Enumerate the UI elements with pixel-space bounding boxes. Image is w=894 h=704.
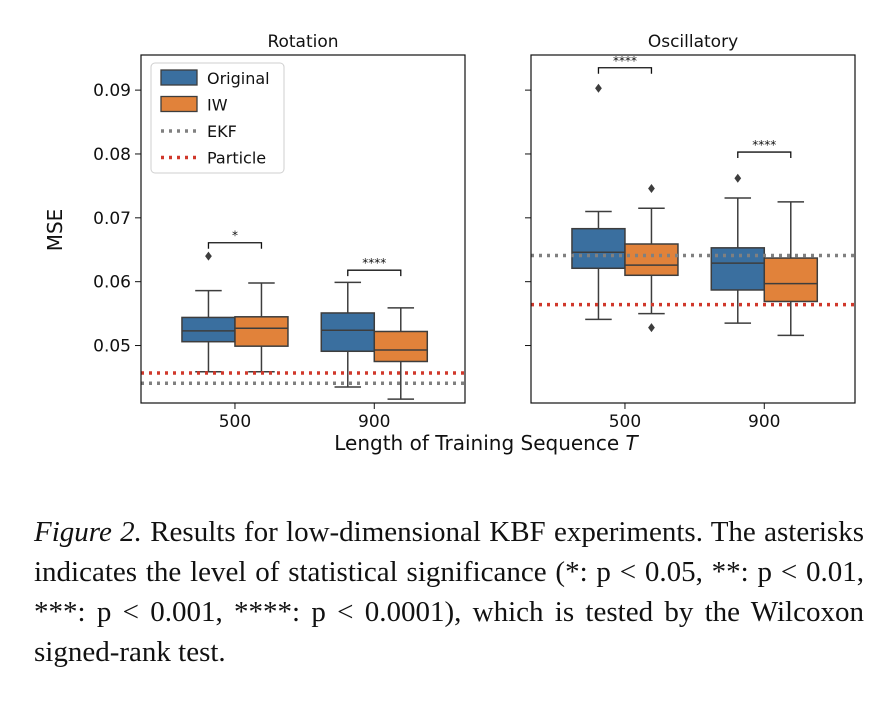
box-original-500-outlier-0 [595, 83, 602, 93]
legend-swatch-iw [160, 95, 198, 113]
box-iw-900-iqr-box [373, 330, 429, 363]
x-tick-label: 900 [358, 412, 390, 432]
x-tick-label: 900 [748, 412, 780, 432]
box-iw-500-iqr-box [624, 243, 679, 277]
box-original-500 [571, 83, 626, 321]
y-axis-label: MSE [43, 209, 67, 252]
x-tick-label: 500 [219, 412, 251, 432]
x-tick-label: 500 [609, 412, 641, 432]
significance-bracket [347, 269, 402, 277]
y-tick-label: 0.05 [93, 337, 131, 357]
box-iw-900-iqr-box [763, 257, 819, 303]
legend-swatch-original [160, 69, 198, 86]
y-tick-label: 0.09 [93, 81, 131, 101]
panel-title: Rotation [267, 32, 338, 52]
box-iw-900 [373, 307, 429, 400]
legend-label-particle: Particle [207, 149, 266, 168]
axes-frame [530, 54, 856, 404]
significance-label: **** [752, 138, 776, 152]
legend-frame [150, 62, 285, 174]
legend: Original IW EKF Particle [150, 62, 285, 174]
significance-label: **** [362, 256, 386, 270]
figure: Rotation0.050.060.070.080.09500*900**** … [43, 32, 856, 455]
box-original-500-iqr-box [181, 316, 236, 343]
caption-text: Results for low-dimensional KBF experime… [34, 516, 864, 668]
significance-label: * [232, 229, 238, 243]
legend-label-original: Original [207, 69, 270, 88]
box-original-900-outlier-0 [734, 173, 742, 183]
box-iw-500 [624, 183, 679, 333]
legend-label-iw: IW [207, 96, 228, 115]
y-tick-label: 0.08 [93, 145, 131, 165]
box-iw-900 [763, 201, 819, 337]
caption-label: Figure 2. [34, 516, 142, 548]
x-axis-label: Length of Training Sequence T [334, 431, 639, 455]
box-original-500-iqr-box [571, 227, 626, 270]
panel-rotation: Rotation 0.05 0.06 0.07 0.08 0.09 500 * 900 **** [93, 32, 466, 432]
x-axis-label-text: Length of Training Sequence [334, 431, 625, 455]
box-original-500 [181, 251, 236, 373]
y-tick-label: 0.07 [93, 209, 131, 229]
significance-bracket [597, 67, 653, 74]
axes-frame [140, 54, 466, 404]
box-iw-500-outlier-1 [648, 323, 655, 333]
box-original-500-outlier-0 [205, 251, 212, 261]
significance-bracket [207, 242, 263, 249]
figure-caption: Figure 2. Results for low-dimensional KB… [34, 512, 864, 672]
box-original-900 [710, 173, 766, 324]
box-iw-500 [234, 282, 289, 373]
panel-title: Oscillatory [648, 32, 738, 52]
box-iw-500-iqr-box [234, 316, 289, 347]
legend-label-ekf: EKF [207, 122, 237, 141]
panel-oscillatory: Oscillatory 500 **** 900 **** [525, 32, 856, 432]
x-axis-label-variable: T [626, 431, 640, 455]
significance-label: **** [613, 54, 637, 68]
box-original-900-iqr-box [320, 312, 376, 353]
box-iw-500-outlier-0 [648, 183, 655, 193]
significance-bracket [737, 151, 792, 159]
y-tick-label: 0.06 [93, 273, 131, 293]
